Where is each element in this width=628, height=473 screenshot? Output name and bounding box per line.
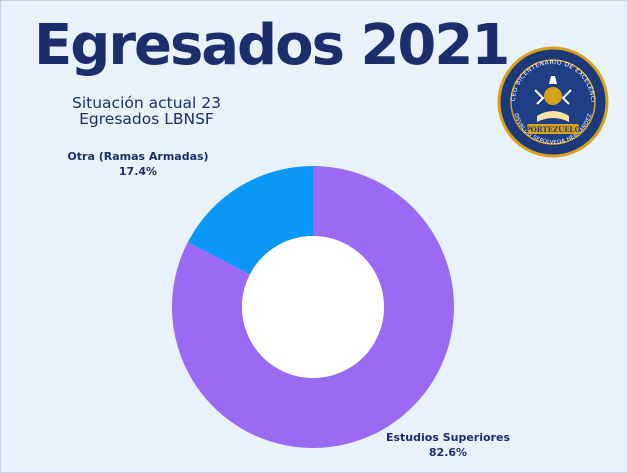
- subtitle-line-1: Situación actual 23: [72, 94, 221, 112]
- donut-slices: [172, 166, 454, 448]
- subtitle-line-2: Egresados LBNSF: [79, 110, 214, 128]
- page-title: Egresados 2021: [34, 13, 510, 78]
- donut-labels: Estudios Superiores 82.6% Otra (Ramas Arma…: [67, 150, 510, 459]
- logo-banner-text: PORTEZUELO: [525, 125, 580, 134]
- logo-emblem-icon: [534, 76, 572, 122]
- school-logo: LICEO BICENTENARIO DE EXCELENCIA OSVALDO…: [497, 46, 609, 158]
- slice-category-label: Otra (Ramas Armadas): [67, 150, 208, 163]
- donut-slice-estudios-superiores: [172, 166, 454, 448]
- chart-subtitle: Situación actual 23 Egresados LBNSF: [72, 95, 221, 127]
- donut-slice-otra-ramas-armadas: [187, 166, 313, 275]
- logo-banner: [527, 124, 579, 134]
- donut-hole: [242, 236, 384, 378]
- slice-category-label: Estudios Superiores: [386, 431, 510, 444]
- slice-value-label: 17.4%: [119, 165, 157, 178]
- slice-value-label: 82.6%: [429, 446, 467, 459]
